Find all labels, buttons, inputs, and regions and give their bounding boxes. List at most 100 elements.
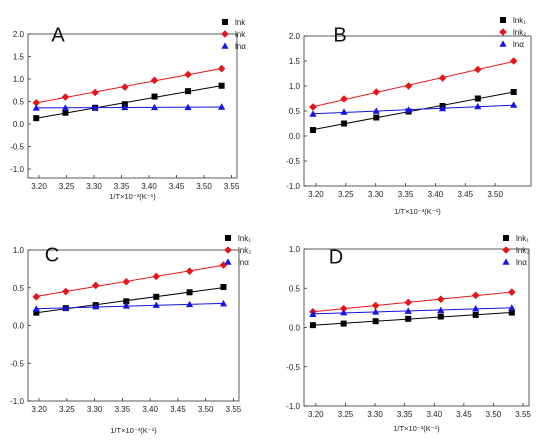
data-point xyxy=(437,313,444,320)
data-point xyxy=(340,95,348,103)
data-point xyxy=(371,301,380,310)
x-tick-label: 3.30 xyxy=(86,182,102,191)
x-tick-label: 3.45 xyxy=(169,182,185,191)
data-point xyxy=(436,295,445,304)
legend-marker xyxy=(502,246,510,254)
data-point xyxy=(472,311,479,318)
data-point xyxy=(150,103,159,111)
data-point xyxy=(218,82,225,89)
y-tick-label: 1.5 xyxy=(13,53,25,62)
data-point xyxy=(508,288,516,296)
data-point xyxy=(33,309,40,316)
data-point xyxy=(91,88,99,97)
x-axis-label: 1/T×10⁻³(K⁻¹) xyxy=(110,426,157,435)
data-point xyxy=(474,102,482,110)
data-point xyxy=(91,104,99,111)
x-tick-label: 3.40 xyxy=(142,405,158,414)
x-tick-label: 3.40 xyxy=(141,182,157,191)
chart-panel-a: -1.0 -0.5 0.0 0.5 1.0 1.5 2.0 3.20 3.25 3.30 3.35 3… xyxy=(10,18,246,201)
x-tick-label: 3.35 xyxy=(398,190,414,199)
x-tick-label: 3.30 xyxy=(367,410,383,419)
x-tick-label: 3.50 xyxy=(487,190,503,199)
data-point xyxy=(372,308,380,315)
x-tick-label: 3.20 xyxy=(308,410,324,419)
y-tick-label: 0.5 xyxy=(289,107,301,116)
x-tick-label: 3.30 xyxy=(368,190,384,199)
data-point xyxy=(437,306,445,314)
data-point xyxy=(472,305,480,312)
y-tick-label: 2.0 xyxy=(289,32,301,41)
panel-letter: B xyxy=(333,25,346,47)
x-tick-label: 3.25 xyxy=(338,190,354,199)
data-point xyxy=(471,291,480,300)
data-point xyxy=(309,103,317,111)
x-tick-label: 3.25 xyxy=(59,182,75,191)
panel-letter: C xyxy=(45,245,59,267)
panel-letter: A xyxy=(51,25,65,47)
x-tick-label: 3.55 xyxy=(515,410,531,419)
data-point xyxy=(474,95,481,102)
data-point xyxy=(341,120,348,127)
data-point xyxy=(61,93,70,101)
data-point xyxy=(309,322,316,329)
data-point xyxy=(340,308,348,316)
panel-letter: D xyxy=(329,247,343,269)
x-tick-label: 3.35 xyxy=(114,182,130,191)
x-tick-label: 3.45 xyxy=(458,190,474,199)
data-point xyxy=(220,283,227,290)
data-point xyxy=(309,110,317,117)
x-tick-label: 3.20 xyxy=(308,190,324,199)
data-point xyxy=(33,115,40,122)
data-point xyxy=(32,104,40,111)
data-point xyxy=(218,103,226,110)
legend-marker xyxy=(499,40,507,47)
legend-label: lnk xyxy=(235,30,246,39)
y-tick-label: 1.0 xyxy=(289,82,301,91)
data-point xyxy=(153,293,160,300)
legend-marker xyxy=(503,235,509,241)
data-point xyxy=(151,93,158,100)
data-point xyxy=(438,104,447,112)
y-tick-label: 1.0 xyxy=(13,246,25,255)
x-tick-label: 3.25 xyxy=(59,405,75,414)
x-tick-label: 3.35 xyxy=(397,410,413,419)
legend-label: lnk₂ xyxy=(516,246,529,255)
legend-marker xyxy=(222,19,228,25)
data-point xyxy=(404,106,413,113)
y-tick-label: -1.0 xyxy=(10,165,24,174)
x-tick-label: 3.55 xyxy=(224,182,240,191)
x-tick-label: 3.50 xyxy=(486,410,502,419)
legend-label: lnk xyxy=(235,18,246,27)
x-tick-label: 3.55 xyxy=(226,405,242,414)
chart-panel-c: -1.0 -0.5 0.0 0.5 1.0 3.20 3.25 3.30 3.35 3.40 3.4… xyxy=(10,234,251,435)
y-tick-label: 0.5 xyxy=(289,284,301,293)
x-tick-label: 3.30 xyxy=(87,405,103,414)
data-point xyxy=(508,309,515,316)
data-point xyxy=(474,65,482,74)
data-point xyxy=(340,108,348,115)
plot-frame xyxy=(27,249,240,402)
legend-marker xyxy=(500,17,506,23)
fit-line xyxy=(312,104,514,115)
legend-label: lnk₁ xyxy=(513,16,526,25)
data-point xyxy=(122,302,130,309)
data-point xyxy=(373,114,380,121)
x-tick-label: 3.40 xyxy=(428,190,444,199)
data-point xyxy=(404,307,412,314)
plot-frame xyxy=(303,35,532,187)
data-point xyxy=(32,99,41,107)
chart-panel-d: -1.0 -0.5 0.0 0.5 1.0 3.20 3.25 3.30 3.35 3.40 3.4… xyxy=(286,234,531,433)
y-tick-label: -0.5 xyxy=(10,143,24,152)
data-point xyxy=(92,303,100,310)
x-axis-label: 1/T×10⁻³(K⁻¹) xyxy=(109,192,156,201)
y-tick-label: 2.0 xyxy=(13,30,25,39)
chart-panel-b: -1.0 -0.5 0.0 0.5 1.0 1.5 2.0 3.20 3.25 3.30 3.35 3… xyxy=(286,16,532,216)
x-axis-label: 1/T×10⁻³(K⁻¹) xyxy=(394,207,441,216)
data-point xyxy=(219,300,228,307)
fit-line xyxy=(312,307,512,315)
data-point xyxy=(184,70,192,79)
y-tick-label: 0.0 xyxy=(289,132,301,141)
y-tick-label: 1.0 xyxy=(289,245,301,254)
y-tick-label: -1.0 xyxy=(10,397,24,406)
data-point xyxy=(184,103,192,111)
